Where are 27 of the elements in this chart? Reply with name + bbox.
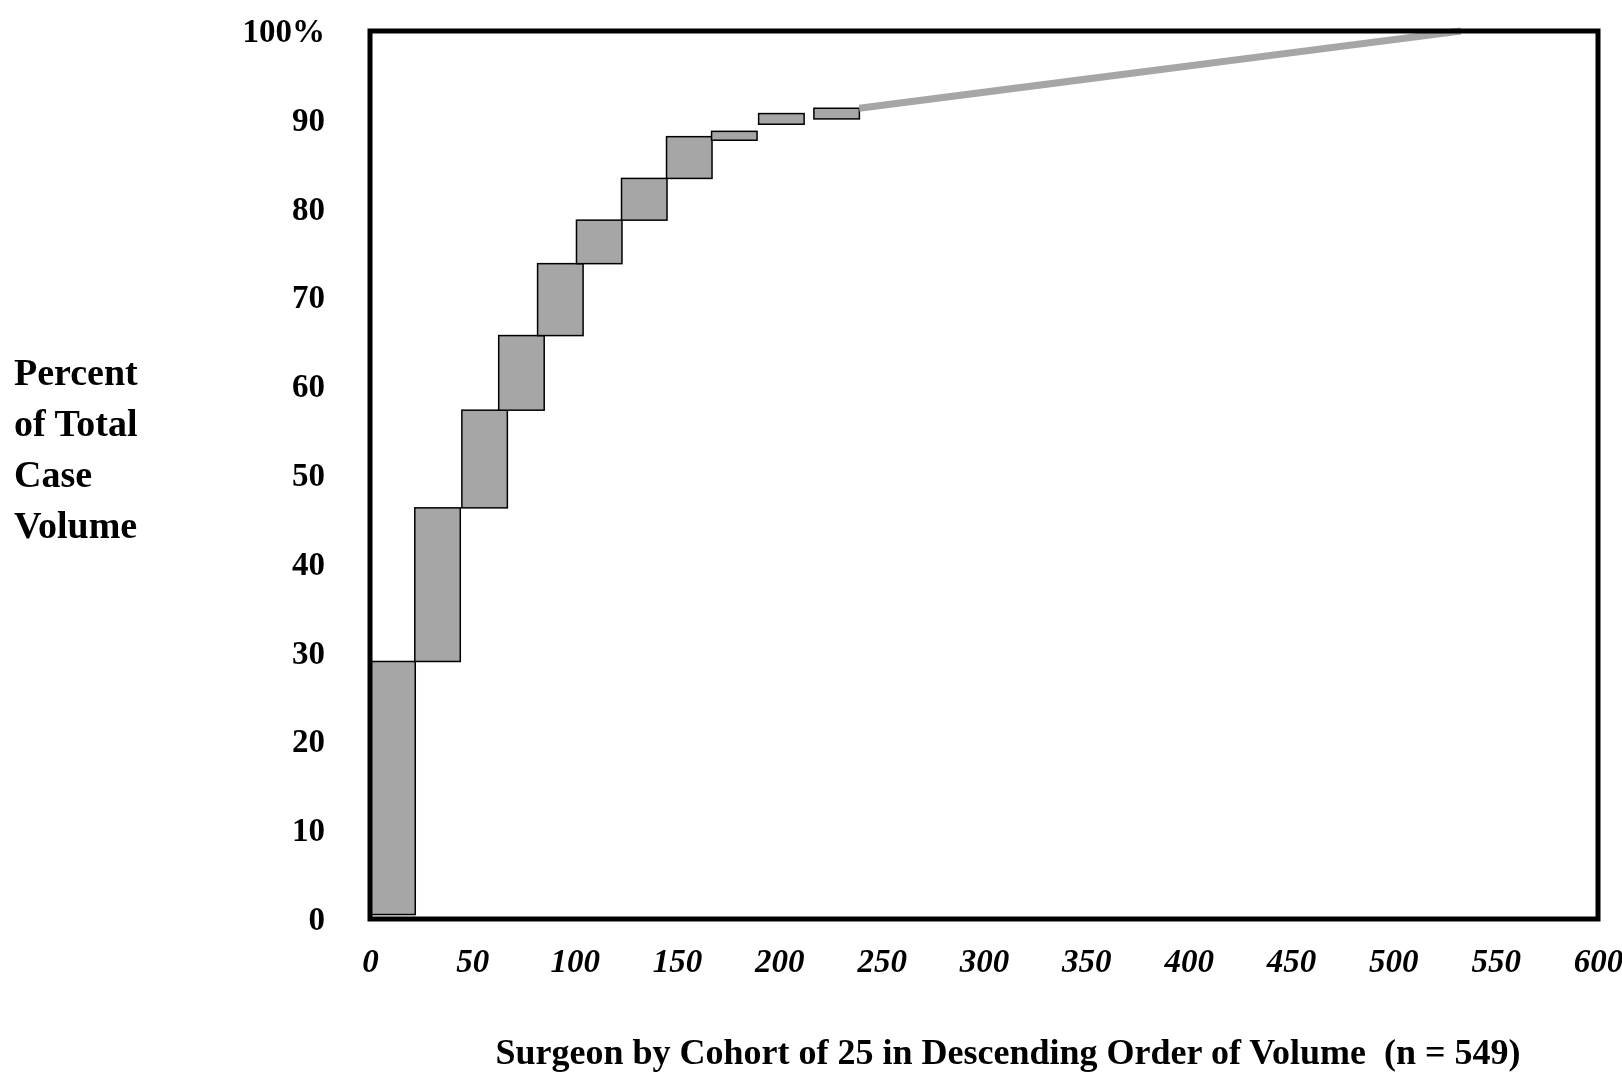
x-tick-label: 600	[1573, 943, 1622, 980]
y-tick-label: 20	[292, 723, 325, 760]
x-tick-label: 300	[958, 943, 1010, 980]
y-tick-label: 90	[292, 101, 325, 138]
y-tick-label: 50	[292, 457, 325, 494]
x-tick-label: 0	[362, 943, 379, 980]
y-axis-title: Percent of Total Case Volume	[14, 351, 139, 546]
y-tick-label: 100%	[242, 13, 325, 50]
x-tick-label: 100	[550, 943, 600, 980]
y-tick-label: 80	[292, 190, 325, 227]
x-tick-label: 200	[754, 943, 805, 980]
x-tick-label: 450	[1265, 943, 1317, 980]
y-tick-label: 70	[292, 279, 325, 316]
x-tick-label: 250	[856, 943, 907, 980]
x-tick-label: 150	[652, 943, 703, 980]
y-tick-label: 40	[292, 545, 325, 582]
x-tick-label: 550	[1471, 943, 1521, 980]
y-tick-label: 60	[292, 368, 325, 405]
bar	[757, 112, 805, 125]
x-tick-label: 400	[1163, 943, 1214, 980]
y-tick-label: 0	[308, 901, 325, 938]
x-tick-label: 50	[456, 943, 490, 980]
x-tick-label: 350	[1061, 943, 1112, 980]
x-axis-title: Surgeon by Cohort of 25 in Descending Order of Volume (n = 549)	[495, 1032, 1521, 1072]
y-tick-label: 30	[292, 634, 325, 671]
y-tick-label: 10	[292, 812, 325, 849]
x-tick-label: 500	[1369, 943, 1419, 980]
